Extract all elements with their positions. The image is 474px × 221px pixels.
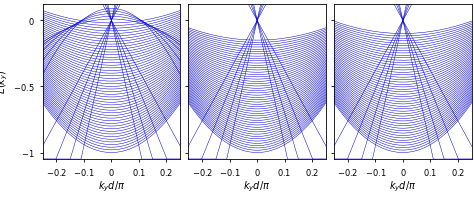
Y-axis label: $E(k_y)$: $E(k_y)$ xyxy=(0,69,10,94)
X-axis label: $k_y d/\pi$: $k_y d/\pi$ xyxy=(389,180,417,194)
X-axis label: $k_y d/\pi$: $k_y d/\pi$ xyxy=(98,180,125,194)
X-axis label: $k_y d/\pi$: $k_y d/\pi$ xyxy=(244,180,271,194)
